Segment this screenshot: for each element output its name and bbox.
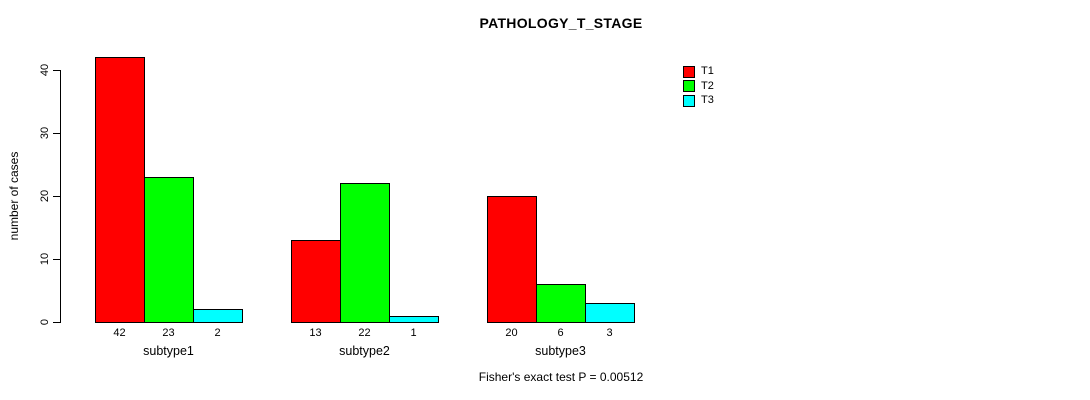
fisher-test-annotation: Fisher's exact test P = 0.00512 [478, 370, 644, 384]
legend-item-T1: T1 [683, 65, 714, 78]
legend-item-T3: T3 [683, 94, 714, 107]
x-category-label-subtype3: subtype3 [535, 344, 586, 358]
bar-value-label: 23 [162, 327, 175, 339]
x-category-label-subtype1: subtype1 [143, 344, 194, 358]
legend-label: T2 [701, 79, 714, 92]
bar-T1-subtype3 [487, 196, 537, 323]
bar-value-label: 22 [358, 327, 371, 339]
legend: T1 T2 T3 [683, 65, 714, 109]
y-tick-mark [53, 133, 61, 134]
y-tick-mark [53, 322, 61, 323]
y-axis-label: number of cases [7, 151, 21, 241]
bar-value-label: 1 [410, 327, 417, 339]
chart-title: PATHOLOGY_T_STAGE [479, 15, 643, 31]
bar-value-label: 6 [557, 327, 564, 339]
y-tick-label: 20 [39, 189, 51, 203]
y-tick-label: 40 [39, 63, 51, 77]
bar-T1-subtype2 [291, 240, 341, 323]
bar-T3-subtype1 [193, 309, 243, 323]
bar-T2-subtype3 [536, 284, 586, 323]
bar-T3-subtype2 [389, 316, 439, 323]
legend-swatch-T3 [683, 94, 695, 107]
legend-label: T1 [701, 65, 714, 77]
y-tick-label: 0 [39, 318, 51, 326]
bar-value-label: 20 [505, 327, 518, 339]
legend-item-T2: T2 [683, 80, 714, 93]
bar-T2-subtype1 [144, 177, 194, 323]
bar-value-label: 2 [214, 327, 221, 339]
bar-T2-subtype2 [340, 183, 390, 323]
legend-swatch-T1 [683, 65, 695, 78]
bar-value-label: 13 [309, 327, 322, 339]
bar-value-label: 3 [606, 327, 613, 339]
legend-swatch-T2 [683, 80, 695, 92]
y-tick-mark [53, 70, 61, 71]
bar-T3-subtype3 [585, 303, 635, 323]
bar-T1-subtype1 [95, 57, 145, 323]
y-tick-mark [53, 196, 61, 197]
y-tick-label: 10 [39, 252, 51, 266]
legend-label: T3 [701, 94, 714, 106]
bar-value-label: 42 [113, 327, 126, 339]
y-tick-mark [53, 259, 61, 260]
y-tick-label: 30 [39, 126, 51, 140]
x-category-label-subtype2: subtype2 [339, 344, 390, 358]
